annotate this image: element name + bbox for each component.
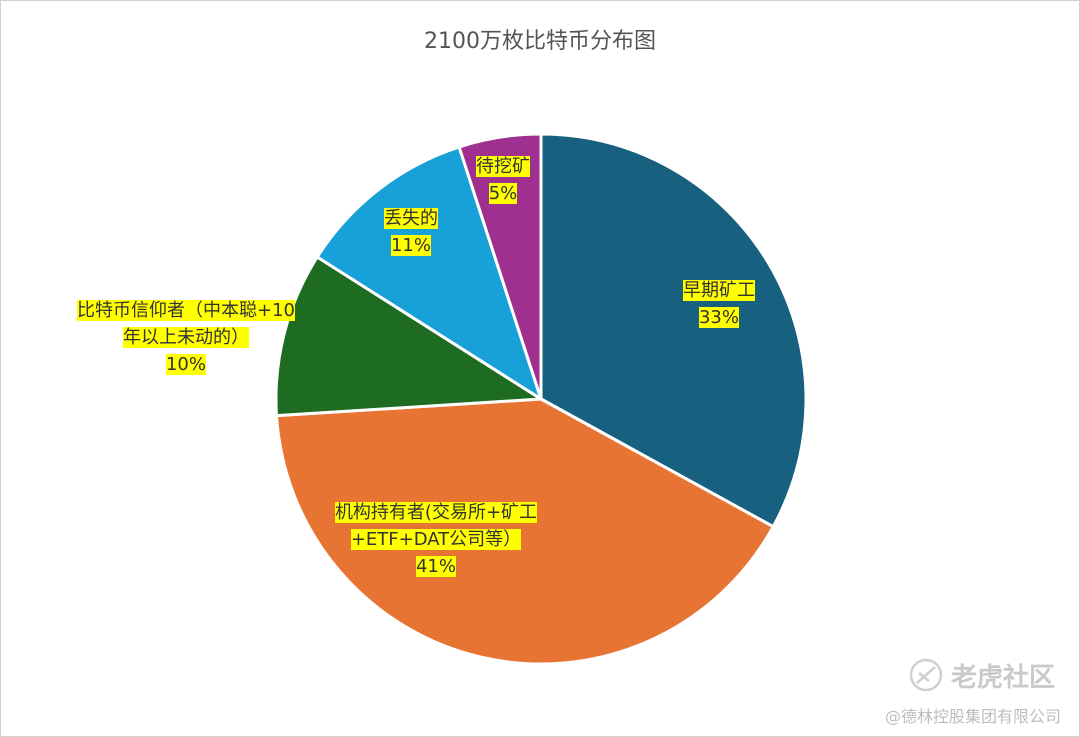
pie-slice	[457, 132, 543, 400]
value-label: 33%	[698, 307, 739, 328]
category-label: 丢失的	[384, 208, 438, 229]
slice-label: 机构持有者(交易所+矿工+ETF+DAT公司等） 41%	[331, 499, 541, 580]
slice-label: 比特币信仰者（中本聪+10年以上未动的） 10%	[71, 297, 301, 378]
category-label: 机构持有者(交易所+矿工+ETF+DAT公司等）	[334, 502, 538, 550]
slice-label: 丢失的 11%	[361, 205, 461, 259]
value-label: 5%	[488, 183, 518, 204]
pie-slice	[539, 132, 808, 529]
value-label: 11%	[390, 235, 431, 256]
category-label: 待挖矿	[476, 156, 530, 177]
slice-label: 早期矿工 33%	[659, 277, 779, 331]
watermark-owner: @德林控股集团有限公司	[884, 707, 1061, 726]
value-label: 41%	[415, 556, 456, 577]
pie-slice	[274, 254, 546, 418]
watermark-icon	[909, 658, 943, 692]
value-label: 10%	[165, 354, 206, 375]
pie-slice	[315, 145, 544, 403]
slice-label: 待挖矿 5%	[467, 153, 539, 207]
watermark-brand: 老虎社区	[951, 663, 1056, 693]
pie-slice	[274, 397, 776, 666]
category-label: 早期矿工	[683, 280, 755, 301]
category-label: 比特币信仰者（中本聪+10年以上未动的）	[77, 300, 295, 348]
chart-title: 2100万枚比特币分布图	[424, 29, 656, 54]
